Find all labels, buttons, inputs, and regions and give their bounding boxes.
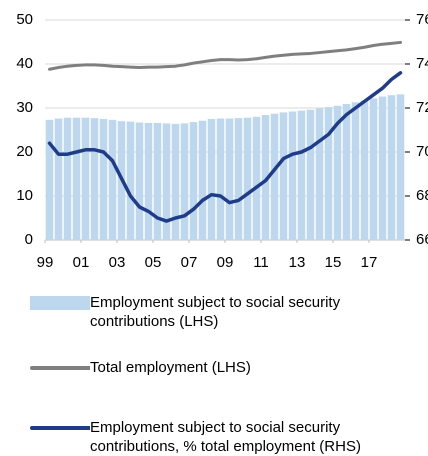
bar — [270, 113, 279, 240]
legend-swatch — [30, 296, 90, 310]
line — [48, 40, 402, 71]
lines — [47, 40, 403, 223]
bar — [243, 117, 252, 240]
y2-tick-label: 76 — [416, 11, 428, 28]
line — [47, 71, 403, 223]
y2-tick-label: 68 — [416, 187, 428, 204]
bar — [351, 102, 360, 240]
x-tick-label: 07 — [181, 254, 198, 270]
bar — [171, 123, 180, 240]
x-tick-label: 13 — [289, 254, 306, 270]
x-tick-label: 17 — [361, 254, 378, 270]
bar — [198, 120, 207, 240]
bar — [90, 118, 99, 240]
legend-swatch — [30, 366, 90, 370]
x-tick-label: 09 — [217, 254, 234, 270]
bar — [180, 123, 189, 240]
bar — [378, 96, 387, 240]
bar — [207, 119, 216, 240]
legend-label: Employment subject to social security co… — [90, 294, 341, 330]
bar — [234, 118, 243, 240]
y-tick-label: 50 — [16, 11, 33, 28]
legend-swatch — [30, 426, 90, 430]
bar — [297, 110, 306, 240]
x-tick-label: 01 — [73, 254, 90, 270]
bar — [342, 104, 351, 240]
y-tick-label: 0 — [25, 231, 33, 248]
bar — [81, 117, 90, 240]
legend-swatch-bar — [30, 296, 90, 310]
y2-tick-label: 66 — [416, 231, 428, 248]
chart: 0 10 20 30 40 50 66 68 70 72 74 76 99 01 03 05 07 09 11 13 1… — [16, 11, 428, 271]
bar — [252, 116, 261, 240]
bar — [54, 118, 63, 240]
bar — [369, 98, 378, 240]
bar — [135, 122, 144, 240]
legend-item: Employment subject to social security co… — [30, 293, 420, 331]
bar — [333, 105, 342, 240]
grid — [45, 19, 405, 241]
bar — [387, 95, 396, 241]
bar — [360, 100, 369, 241]
y2-tick-label: 72 — [416, 99, 428, 116]
bar — [126, 121, 135, 240]
legend-label: Employment subject to social security co… — [90, 419, 361, 455]
bar — [189, 122, 198, 240]
y-tick-label: 20 — [16, 143, 33, 160]
y2-tick-label: 74 — [416, 55, 428, 72]
bar — [306, 109, 315, 240]
bar — [324, 107, 333, 241]
bar — [279, 112, 288, 240]
x-tick-label: 03 — [109, 254, 126, 270]
legend-label: Total employment (LHS) — [90, 359, 251, 376]
y-tick-label: 30 — [16, 99, 33, 116]
bar — [396, 94, 405, 240]
bar — [45, 119, 54, 240]
y-tick-label: 10 — [16, 187, 33, 204]
bar — [63, 117, 72, 240]
x-tick-label: 11 — [253, 254, 269, 270]
bars — [45, 94, 405, 241]
legend-item: Employment subject to social security co… — [30, 418, 420, 456]
bar — [153, 122, 162, 240]
bar — [72, 117, 81, 240]
y-tick-label: 40 — [16, 55, 33, 72]
y2-tick-label: 70 — [416, 143, 428, 160]
bar — [144, 122, 153, 240]
bar — [225, 118, 234, 240]
legend-item: Total employment (LHS) — [30, 358, 420, 378]
bar — [315, 108, 324, 240]
x-tick-label: 99 — [37, 254, 54, 270]
x-tick-label: 15 — [325, 254, 342, 270]
bar — [108, 119, 117, 240]
bar — [288, 111, 297, 241]
bar — [99, 119, 108, 240]
bar — [261, 115, 270, 240]
x-tick-label: 05 — [145, 254, 162, 270]
bar — [216, 118, 225, 240]
bar — [162, 123, 171, 240]
